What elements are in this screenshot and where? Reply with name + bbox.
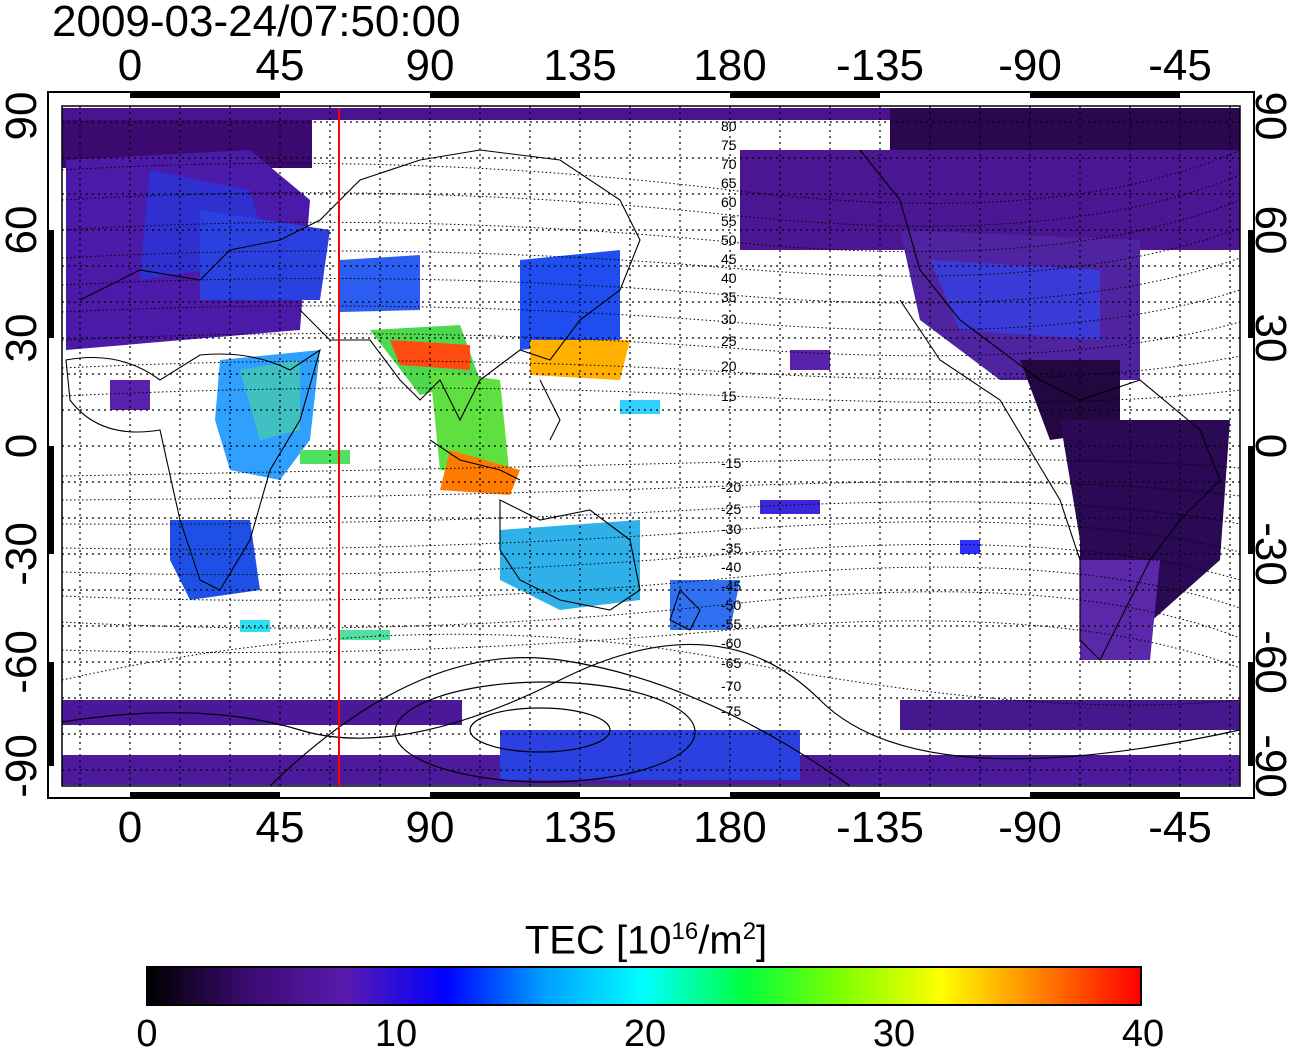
contour-label: 15 xyxy=(721,388,737,404)
contour-label: -60 xyxy=(721,635,741,651)
contour-label: 55 xyxy=(721,213,737,229)
colorbar-title-unit-exponent: 2 xyxy=(742,918,757,945)
bottom-lon-tick: 135 xyxy=(543,803,617,852)
bottom-lon-tick: -45 xyxy=(1148,803,1212,852)
graticule xyxy=(62,106,1240,786)
contour-label: 60 xyxy=(721,194,737,210)
coastlines xyxy=(65,149,1221,661)
contour-label: -65 xyxy=(721,655,741,671)
bottom-lon-tick: 90 xyxy=(405,803,455,852)
bottom-lon-tick: -135 xyxy=(835,803,925,852)
colorbar-title-prefix: TEC [10 xyxy=(524,918,672,963)
contour-label: -50 xyxy=(721,597,741,613)
top-lon-tick: 90 xyxy=(405,41,455,90)
top-lon-tick: 45 xyxy=(255,41,305,90)
contour-label: 35 xyxy=(721,289,737,305)
contour-label: -35 xyxy=(721,540,741,556)
contour-label: 20 xyxy=(721,358,737,374)
colorbar-tick: 0 xyxy=(136,1013,158,1055)
magnetic-contours xyxy=(62,149,1240,706)
colorbar-title: TEC [1016/m2] xyxy=(0,908,1292,964)
bottom-lon-tick: 45 xyxy=(255,803,305,852)
contour-label: -70 xyxy=(721,678,741,694)
top-lon-tick: -45 xyxy=(1148,41,1212,90)
map-outer-frame xyxy=(47,91,1255,799)
colorbar-title-unit: /m xyxy=(698,918,743,963)
top-lon-tick: 180 xyxy=(693,41,767,90)
tec-data-layer xyxy=(62,108,1240,785)
colorbar-tick: 10 xyxy=(374,1013,418,1055)
contour-label: 70 xyxy=(721,156,737,172)
contour-label: 65 xyxy=(721,175,737,191)
contour-label: 25 xyxy=(721,333,737,349)
contour-label: 30 xyxy=(721,311,737,327)
contour-label: 75 xyxy=(721,137,737,153)
magnetic-pole-contours xyxy=(62,643,1240,786)
colorbar-title-suffix: ] xyxy=(756,918,768,963)
contour-labels-south: -15 -20 -25 -30 -35 -40 -45 -50 -55 -60 … xyxy=(721,455,741,719)
contour-label: 80 xyxy=(721,118,737,134)
colorbar-tick: 20 xyxy=(623,1013,667,1055)
top-lon-tick: 0 xyxy=(117,41,143,90)
contour-labels-north: 80 75 70 65 60 55 50 45 40 35 30 25 20 1… xyxy=(721,118,737,404)
colorbar-title-exponent: 16 xyxy=(671,918,699,945)
contour-label: 45 xyxy=(721,251,737,267)
contour-label: -15 xyxy=(721,455,741,471)
colorbar-tick: 30 xyxy=(872,1013,916,1055)
tec-colorbar xyxy=(146,966,1142,1006)
frame-tick-bars xyxy=(48,92,1254,798)
contour-label: -75 xyxy=(721,703,741,719)
top-lon-tick: -135 xyxy=(835,41,925,90)
contour-label: -25 xyxy=(721,501,741,517)
contour-label: -20 xyxy=(721,479,741,495)
tec-map: 80 75 70 65 60 55 50 45 40 35 30 25 20 1… xyxy=(47,91,1255,799)
bottom-lon-tick: 180 xyxy=(693,803,767,852)
contour-label: 50 xyxy=(721,232,737,248)
contour-label: 40 xyxy=(721,270,737,286)
colorbar-tick: 40 xyxy=(1121,1013,1165,1055)
contour-label: -30 xyxy=(721,521,741,537)
contour-label: -40 xyxy=(721,559,741,575)
bottom-lon-tick: 0 xyxy=(117,803,143,852)
top-lon-tick: -90 xyxy=(998,41,1062,90)
map-inner-frame xyxy=(61,105,1241,787)
contour-label: -45 xyxy=(721,578,741,594)
timestamp: 2009-03-24/07:50:00 xyxy=(52,0,461,46)
contour-label: -55 xyxy=(721,616,741,632)
bottom-lon-tick: -90 xyxy=(998,803,1062,852)
top-lon-tick: 135 xyxy=(543,41,617,90)
